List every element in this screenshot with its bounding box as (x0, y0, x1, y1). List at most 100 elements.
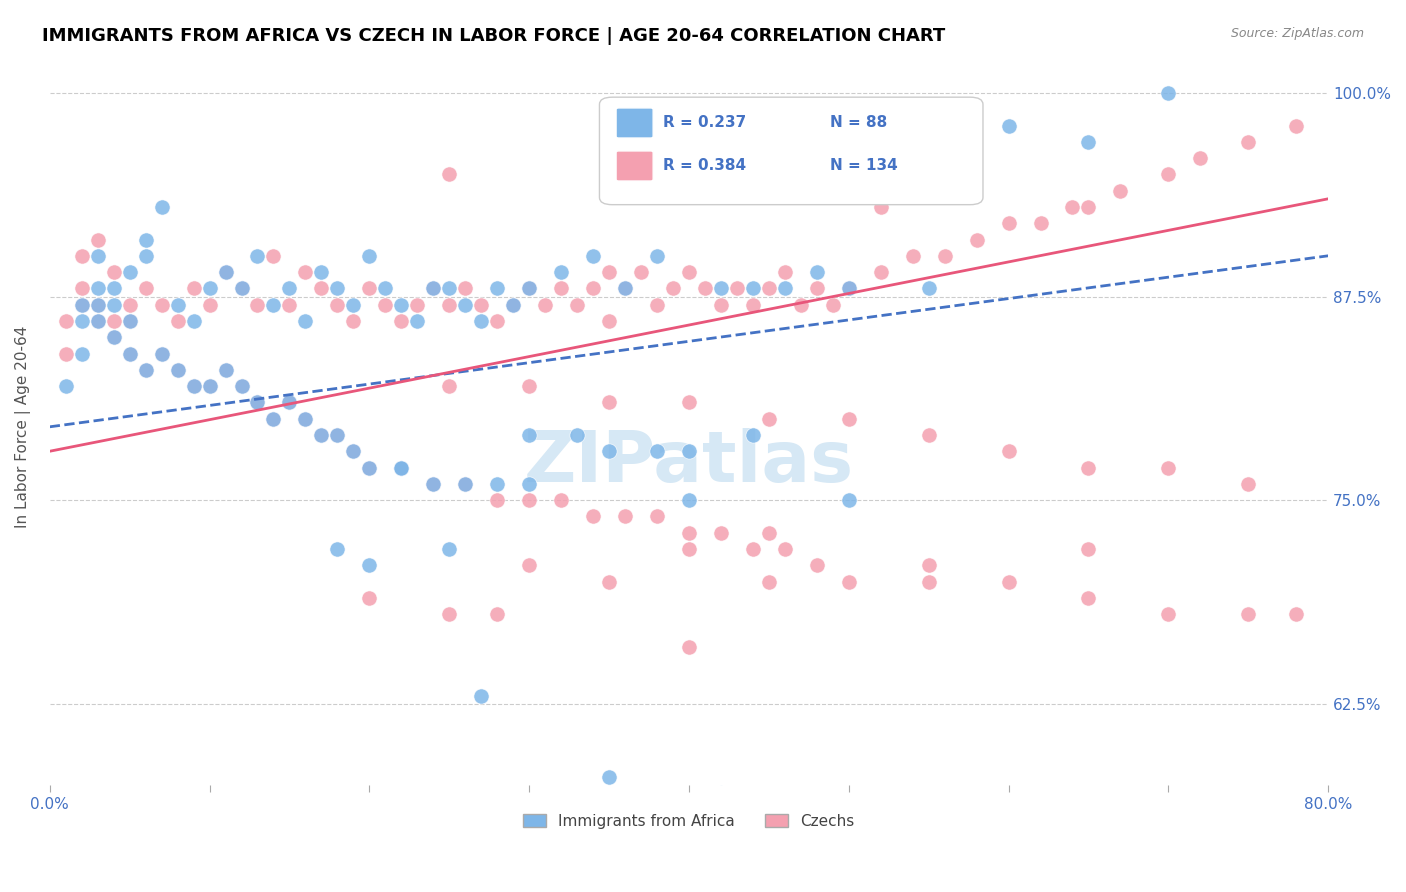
Point (198, 298, 221, 312)
FancyBboxPatch shape (599, 97, 983, 204)
Point (1237, 476, 1260, 491)
Point (614, 281, 637, 295)
Point (869, 200, 891, 214)
Point (517, 281, 540, 295)
Point (278, 281, 301, 295)
Point (118, 346, 141, 360)
Point (917, 558, 939, 573)
Point (454, 476, 477, 491)
Point (231, 281, 253, 295)
Point (311, 281, 333, 295)
Point (838, 281, 860, 295)
Point (294, 314, 316, 328)
Point (374, 281, 396, 295)
Point (773, 265, 796, 279)
Point (470, 314, 492, 328)
Point (645, 509, 668, 524)
Point (86, 314, 108, 328)
Point (135, 363, 157, 377)
Point (710, 786, 733, 800)
Point (359, 558, 381, 573)
Point (359, 591, 381, 605)
Point (406, 298, 429, 312)
Point (454, 476, 477, 491)
Point (598, 265, 620, 279)
Point (150, 346, 173, 360)
Point (598, 770, 620, 784)
Point (517, 428, 540, 442)
Point (214, 363, 236, 377)
Point (342, 314, 364, 328)
Point (934, 249, 956, 263)
Point (645, 298, 668, 312)
Point (359, 460, 381, 475)
Point (1157, 460, 1180, 475)
Text: ZIPatlas: ZIPatlas (524, 428, 853, 497)
Point (502, 298, 524, 312)
Point (678, 444, 700, 458)
Point (1285, 607, 1308, 621)
Point (1189, 151, 1212, 165)
Point (565, 298, 588, 312)
Point (422, 281, 444, 295)
Point (710, 298, 733, 312)
Point (582, 249, 605, 263)
Point (454, 298, 477, 312)
Point (838, 493, 860, 508)
Point (359, 460, 381, 475)
Point (1285, 119, 1308, 133)
Point (103, 314, 125, 328)
Point (917, 574, 939, 589)
Point (70, 346, 93, 360)
Point (214, 363, 236, 377)
Point (135, 249, 157, 263)
Point (838, 281, 860, 295)
Point (86, 249, 108, 263)
Point (422, 281, 444, 295)
Legend: Immigrants from Africa, Czechs: Immigrants from Africa, Czechs (517, 807, 860, 835)
Point (645, 444, 668, 458)
Point (614, 281, 637, 295)
Point (806, 265, 828, 279)
Point (997, 119, 1019, 133)
Point (517, 281, 540, 295)
Point (326, 281, 349, 295)
Point (470, 689, 492, 703)
Point (550, 493, 572, 508)
Point (183, 379, 205, 393)
Point (359, 281, 381, 295)
Text: IMMIGRANTS FROM AFRICA VS CZECH IN LABOR FORCE | AGE 20-64 CORRELATION CHART: IMMIGRANTS FROM AFRICA VS CZECH IN LABOR… (42, 27, 945, 45)
Point (997, 444, 1019, 458)
Point (997, 216, 1019, 230)
Point (662, 281, 685, 295)
Point (183, 281, 205, 295)
Point (806, 558, 828, 573)
Point (118, 314, 141, 328)
Point (1062, 200, 1084, 214)
Point (486, 281, 509, 295)
Point (582, 281, 605, 295)
Point (278, 395, 301, 409)
Point (758, 525, 780, 540)
Point (486, 476, 509, 491)
Point (966, 233, 988, 247)
Point (103, 298, 125, 312)
Point (645, 249, 668, 263)
Text: R = 0.237: R = 0.237 (664, 115, 747, 129)
Point (278, 298, 301, 312)
Point (997, 574, 1019, 589)
Point (598, 314, 620, 328)
Point (86, 298, 108, 312)
Point (263, 411, 285, 425)
Point (70, 298, 93, 312)
Point (231, 379, 253, 393)
Point (486, 493, 509, 508)
Point (118, 298, 141, 312)
Point (678, 395, 700, 409)
Point (103, 281, 125, 295)
Point (838, 411, 860, 425)
Point (439, 607, 461, 621)
Point (278, 395, 301, 409)
Point (342, 444, 364, 458)
Point (359, 249, 381, 263)
